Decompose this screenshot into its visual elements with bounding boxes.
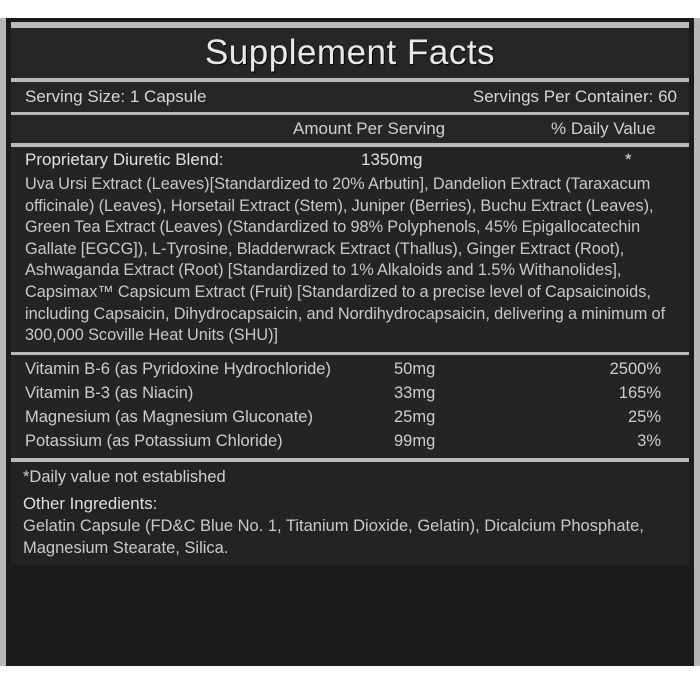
table-row: Vitamin B-3 (as Niacin) 33mg 165% (11, 382, 689, 406)
nutrient-dv: 25% (627, 407, 661, 426)
label-panel: Supplement Facts Serving Size: 1 Capsule… (0, 18, 700, 666)
rule-below-column-headers (11, 143, 689, 147)
blend-ingredient-list: Uva Ursi Extract (Leaves)[Standardized t… (25, 175, 670, 345)
nutrient-amount: 25mg (394, 407, 436, 426)
nutrient-amount: 50mg (394, 359, 436, 378)
rule-below-title (11, 78, 689, 82)
table-row: Vitamin B-6 (as Pyridoxine Hydrochloride… (11, 358, 689, 382)
nutrient-name: Vitamin B-6 (as Pyridoxine Hydrochloride… (25, 359, 331, 378)
column-header-row: Amount Per Serving % Daily Value (11, 115, 689, 143)
nutrient-name: Vitamin B-3 (as Niacin) (25, 383, 194, 402)
blend-amount: 1350mg (361, 150, 423, 169)
nutrient-amount: 33mg (394, 383, 436, 402)
nutrient-dv: 2500% (609, 359, 661, 378)
nutrient-amount: 99mg (394, 431, 436, 450)
rule-below-nutrients (11, 457, 689, 462)
serving-size-text: Serving Size: 1 Capsule (25, 87, 207, 106)
proprietary-blend-section: Proprietary Diuretic Blend: 1350mg * Uva… (11, 147, 689, 352)
blend-name: Proprietary Diuretic Blend: (25, 150, 224, 169)
nutrient-name: Potassium (as Potassium Chloride) (25, 431, 283, 450)
proprietary-blend-header-row: Proprietary Diuretic Blend: 1350mg * (25, 150, 679, 173)
nutrient-dv: 3% (637, 431, 661, 450)
daily-value-footnote: *Daily value not established (23, 467, 226, 486)
nutrient-table: Vitamin B-6 (as Pyridoxine Hydrochloride… (11, 354, 689, 458)
serving-info-row: Serving Size: 1 Capsule Servings Per Con… (11, 82, 689, 112)
title-bar: Supplement Facts (11, 28, 689, 78)
other-ingredients-heading: Other Ingredients: (23, 493, 158, 513)
footer-section: *Daily value not established Other Ingre… (11, 461, 689, 565)
rule-below-blend (11, 351, 689, 355)
table-row: Magnesium (as Magnesium Gluconate) 25mg … (11, 406, 689, 430)
rule-below-serving (11, 112, 689, 115)
other-ingredients-text: Gelatin Capsule (FD&C Blue No. 1, Titani… (23, 516, 644, 557)
blend-daily-value: * (625, 150, 632, 169)
table-row: Potassium (as Potassium Chloride) 99mg 3… (11, 430, 689, 454)
servings-per-container-text: Servings Per Container: 60 (472, 87, 677, 106)
page-title: Supplement Facts (204, 33, 496, 72)
nutrient-dv: 165% (618, 383, 661, 402)
rule-above-title (11, 22, 689, 28)
amount-per-serving-header: Amount Per Serving (293, 119, 446, 138)
daily-value-header: % Daily Value (551, 119, 656, 138)
nutrient-name: Magnesium (as Magnesium Gluconate) (25, 407, 313, 426)
